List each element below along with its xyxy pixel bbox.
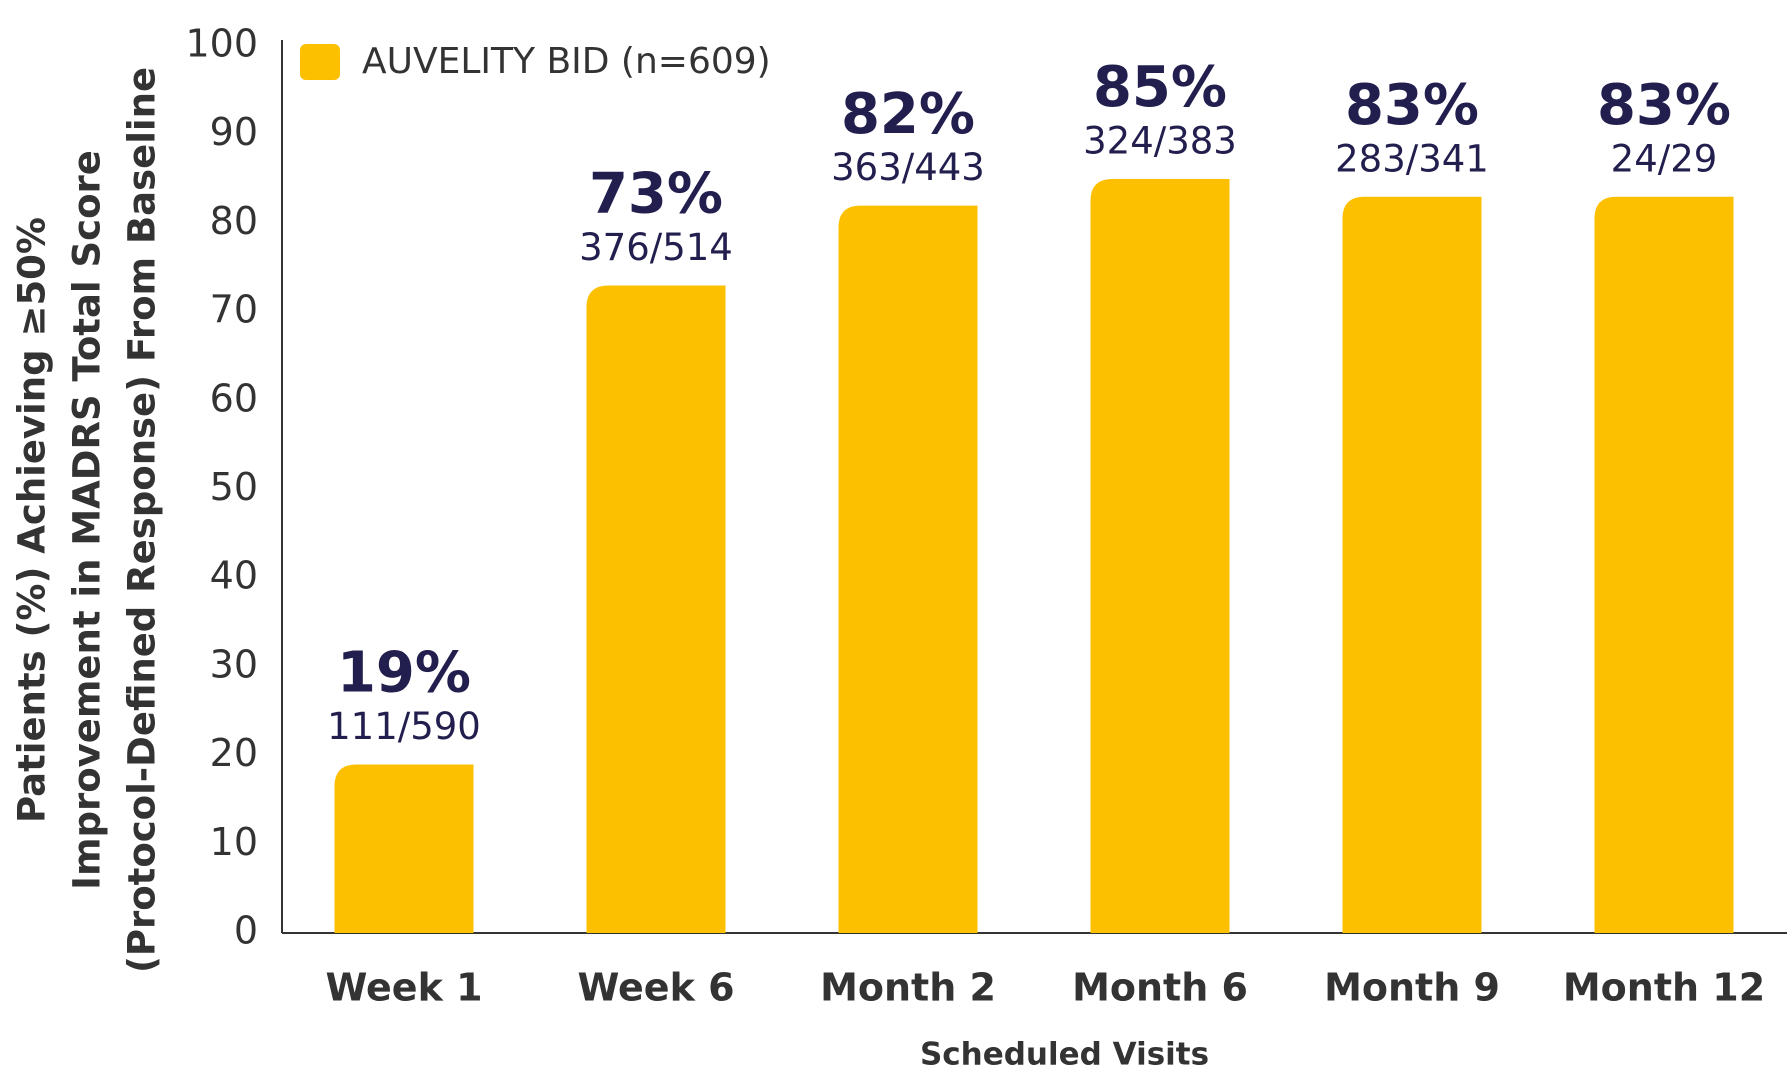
y-axis-label: (Protocol-Defined Response) From Baselin… bbox=[121, 67, 164, 973]
annotation: 24/29 bbox=[1611, 137, 1718, 180]
y-tick-label: 50 bbox=[210, 465, 258, 509]
x-tick-label: Week 6 bbox=[577, 966, 734, 1010]
bar bbox=[334, 764, 474, 933]
y-axis-label: Patients (%) Achieving ≥50% bbox=[11, 217, 54, 823]
y-tick-label: 10 bbox=[210, 820, 258, 864]
annotation: 363/443 bbox=[831, 146, 985, 189]
x-tick-label: Month 6 bbox=[1072, 966, 1248, 1010]
y-tick-label: 100 bbox=[185, 22, 258, 66]
value-label: 19% bbox=[337, 641, 471, 706]
bar bbox=[1342, 196, 1482, 934]
y-tick-label: 70 bbox=[210, 288, 258, 332]
x-axis-label: Scheduled Visits bbox=[920, 1037, 1209, 1073]
x-tick-label: Week 1 bbox=[325, 966, 482, 1010]
legend-label: AUVELITY BID (n=609) bbox=[362, 41, 771, 82]
value-label: 83% bbox=[1345, 73, 1479, 138]
bar bbox=[586, 285, 726, 933]
x-tick-label: Month 9 bbox=[1324, 966, 1500, 1010]
y-tick-label: 30 bbox=[210, 642, 258, 686]
bar bbox=[1594, 196, 1734, 934]
y-tick-label: 20 bbox=[210, 731, 258, 775]
bar bbox=[838, 205, 978, 933]
value-label: 85% bbox=[1093, 55, 1227, 120]
y-tick-label: 90 bbox=[210, 110, 258, 154]
y-tick-label: 60 bbox=[210, 376, 258, 420]
y-tick-label: 80 bbox=[210, 199, 258, 243]
y-tick-label: 40 bbox=[210, 554, 258, 598]
value-label: 73% bbox=[589, 162, 723, 227]
y-tick-label: 0 bbox=[234, 909, 258, 953]
annotation: 111/590 bbox=[327, 705, 481, 748]
annotation: 324/383 bbox=[1083, 120, 1237, 163]
annotation: 376/514 bbox=[579, 226, 733, 269]
annotation: 283/341 bbox=[1335, 137, 1489, 180]
legend-swatch bbox=[300, 44, 340, 80]
value-label: 82% bbox=[841, 82, 975, 147]
y-axis-label: Improvement in MADRS Total Score bbox=[66, 150, 109, 890]
value-label: 83% bbox=[1597, 73, 1731, 138]
x-tick-label: Month 12 bbox=[1563, 966, 1765, 1010]
bar bbox=[1090, 179, 1230, 934]
x-tick-label: Month 2 bbox=[820, 966, 996, 1010]
